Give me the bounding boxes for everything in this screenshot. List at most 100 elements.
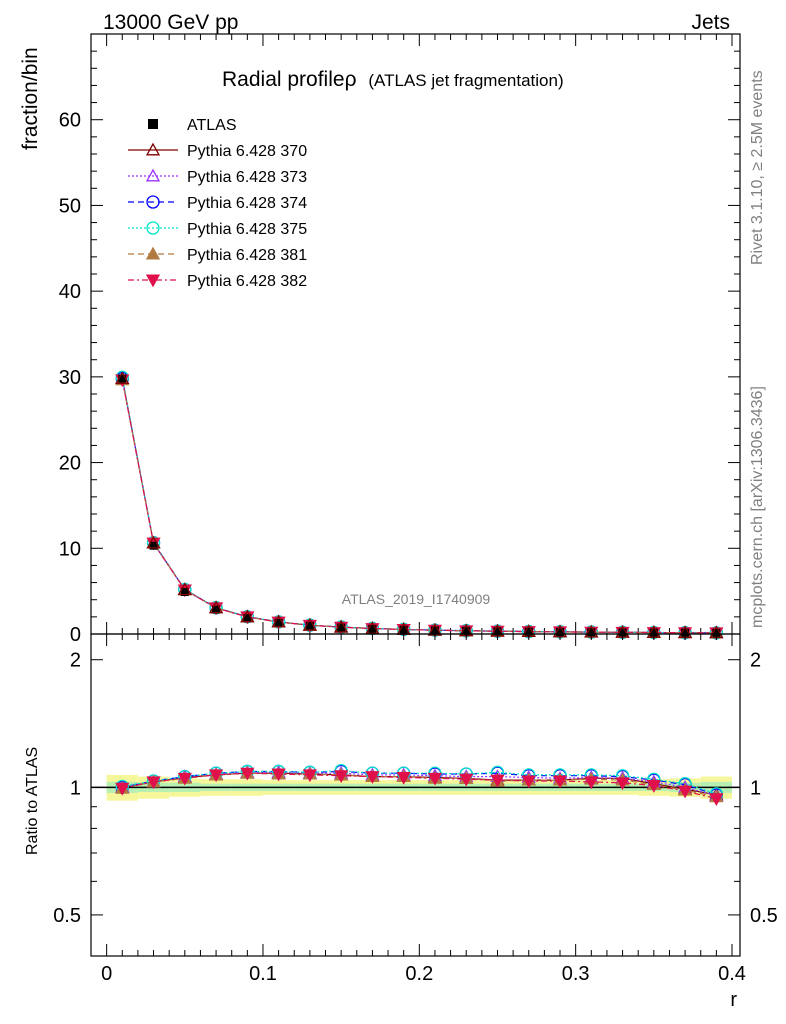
ratio-panel: 0.5 0.5 1 1 2 2 0 0.1 0.2 0.3 0.4	[53, 633, 778, 985]
ratio-series-marker	[177, 772, 192, 786]
top-series-marker	[240, 609, 255, 623]
ratio-y-tick-label: 1	[70, 777, 81, 799]
atlas-data-point	[243, 614, 252, 623]
legend-marker	[145, 274, 161, 288]
legend-marker	[146, 221, 160, 235]
legend-entry: Pythia 6.428 381	[128, 246, 307, 264]
ratio-series-line	[122, 770, 717, 796]
atlas-data-point	[337, 623, 346, 632]
analysis-watermark: ATLAS_2019_I1740909	[342, 591, 491, 607]
header-left: 13000 GeV pp	[103, 11, 238, 34]
ratio-series-marker	[146, 776, 161, 790]
ratio-series-line	[122, 769, 717, 795]
top-y-tick-label: 40	[59, 281, 81, 303]
top-series-marker	[334, 619, 349, 633]
atlas-data-point	[368, 624, 377, 633]
ratio-series-line	[122, 772, 717, 800]
mcplots-label: mcplots.cern.ch [arXiv:1306.3436]	[749, 386, 766, 628]
ratio-series-marker	[208, 769, 224, 783]
legend: ATLAS Pythia 6.428 370 Pythia 6.428 373 Pyt…	[128, 117, 307, 290]
x-tick-label: 0.4	[718, 963, 746, 985]
top-series-marker	[146, 535, 161, 549]
top-y-tick-label: 10	[59, 538, 81, 560]
atlas-data-point	[305, 621, 314, 630]
top-y-tick-label: 50	[59, 195, 81, 217]
chart-title-main: Radial profileρ	[222, 68, 357, 91]
rivet-label: Rivet 3.1.10, ≥ 2.5M events	[749, 70, 766, 265]
top-series-marker	[365, 621, 380, 634]
x-tick-label: 0.1	[249, 963, 277, 985]
atlas-data-point	[681, 628, 690, 637]
top-y-tick-label: 0	[70, 624, 81, 646]
atlas-data-point	[649, 628, 658, 637]
atlas-data-point	[212, 605, 221, 614]
ratio-series-marker	[115, 782, 130, 796]
chart-title: Radial profileρ (ATLAS jet fragmentation…	[222, 68, 564, 91]
top-y-tick-label: 30	[59, 367, 81, 389]
legend-marker	[148, 119, 158, 129]
legend-entry: ATLAS	[148, 117, 237, 134]
legend-label: ATLAS	[187, 117, 237, 134]
legend-entry: Pythia 6.428 375	[128, 221, 307, 238]
atlas-data-point	[274, 618, 283, 627]
ratio-series-marker	[646, 780, 661, 793]
ratio-y-tick-label-right: 1	[750, 777, 761, 799]
atlas-data-point	[180, 588, 189, 596]
atlas-data-point	[587, 628, 596, 637]
chart-title-sub: (ATLAS jet fragmentation)	[368, 71, 563, 90]
ratio-series-marker	[677, 785, 693, 799]
x-tick-label: 0.3	[562, 963, 590, 985]
bottom-y-axis-label: Ratio to ATLAS	[24, 747, 41, 855]
ratio-series-marker	[521, 775, 536, 789]
top-panel: 0 10 20 30 40 50 60	[59, 33, 741, 646]
ratio-panel-frame	[90, 633, 741, 957]
atlas-data-point	[524, 627, 533, 636]
atlas-data-point	[430, 626, 439, 635]
ratio-series-marker	[334, 770, 349, 784]
top-series-marker	[302, 617, 317, 631]
ratio-series-marker	[427, 772, 443, 786]
legend-label: Pythia 6.428 382	[187, 273, 307, 290]
legend-entry: Pythia 6.428 374	[128, 195, 307, 212]
top-y-tick-label: 60	[59, 110, 81, 132]
ratio-y-tick-label: 0.5	[53, 905, 81, 927]
atlas-data-point	[556, 627, 565, 636]
legend-entry: Pythia 6.428 373	[128, 168, 307, 186]
ratio-series-marker	[490, 774, 505, 788]
x-axis-label: r	[730, 989, 737, 1011]
legend-entry: Pythia 6.428 370	[128, 142, 307, 160]
atlas-data-point	[399, 625, 408, 634]
ratio-series-marker	[584, 776, 599, 790]
ratio-series-marker	[552, 775, 568, 789]
ratio-series-marker	[459, 773, 474, 787]
atlas-data-point	[462, 626, 471, 635]
top-series-marker	[177, 582, 192, 596]
ratio-series-marker	[240, 767, 255, 781]
header-right: Jets	[691, 11, 730, 34]
legend-marker	[145, 142, 161, 156]
legend-label: Pythia 6.428 375	[187, 221, 307, 238]
x-tick-label: 0.2	[405, 963, 433, 985]
top-series-line	[121, 379, 717, 634]
top-y-tick-label: 20	[59, 453, 81, 475]
atlas-data-point	[118, 374, 127, 383]
x-tick-label: 0	[101, 963, 112, 985]
legend-marker	[145, 246, 161, 260]
legend-label: Pythia 6.428 373	[187, 169, 307, 186]
ratio-y-tick-label: 2	[70, 650, 81, 672]
legend-label: Pythia 6.428 374	[187, 195, 307, 212]
ratio-y-tick-label-right: 2	[750, 650, 761, 672]
ratio-y-tick-label-right: 0.5	[750, 905, 778, 927]
legend-label: Pythia 6.428 381	[187, 247, 307, 264]
legend-marker	[146, 195, 160, 209]
top-series-marker	[208, 600, 224, 614]
legend-label: Pythia 6.428 370	[187, 143, 307, 160]
atlas-data-point	[149, 541, 158, 550]
ratio-series-marker	[615, 777, 630, 791]
ratio-series-marker	[271, 768, 286, 782]
ratio-series-marker	[396, 772, 411, 785]
atlas-data-point	[712, 628, 721, 637]
top-series-marker	[271, 614, 286, 628]
ratio-series-marker	[709, 793, 724, 807]
